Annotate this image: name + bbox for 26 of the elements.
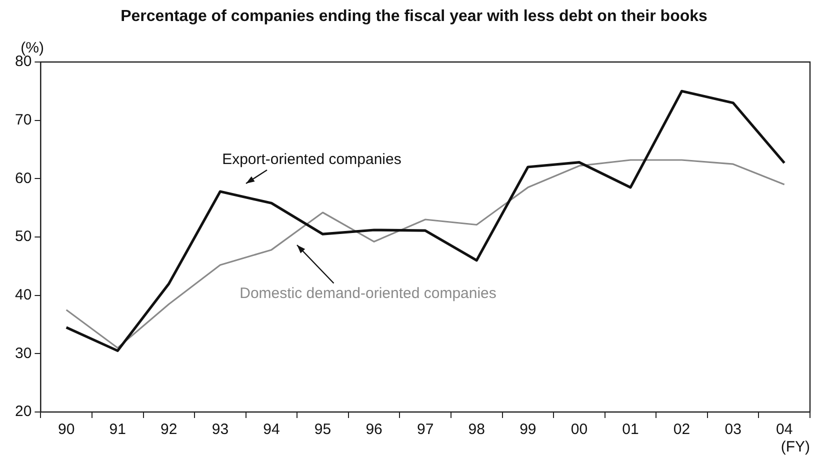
- y-tick-label: 40: [14, 286, 32, 304]
- y-tick-label: 50: [14, 228, 32, 246]
- y-tick-label: 20: [14, 403, 32, 420]
- x-tick-label: 02: [673, 421, 690, 438]
- y-tick-label: 60: [14, 170, 32, 187]
- x-tick-label: 91: [109, 421, 126, 438]
- x-tick-label: 00: [570, 421, 588, 438]
- x-tick-label: 03: [724, 421, 742, 438]
- series-label: Export-oriented companies: [222, 150, 402, 168]
- series-label: Domestic demand-oriented companies: [240, 285, 496, 302]
- chart-title: Percentage of companies ending the fiscal year with less debt on their books: [120, 8, 708, 26]
- x-tick-label: 98: [468, 421, 485, 438]
- x-tick-label: 93: [212, 421, 229, 438]
- x-tick-label: 92: [160, 421, 178, 438]
- y-axis-title: (%): [20, 40, 44, 57]
- y-tick-label: 30: [14, 344, 32, 362]
- x-tick-label: 99: [520, 421, 536, 438]
- x-tick-label: 97: [417, 421, 434, 438]
- x-tick-label: 94: [263, 421, 280, 438]
- y-tick-label: 70: [14, 111, 32, 128]
- x-tick-label: 95: [314, 421, 332, 438]
- x-tick-label: 01: [622, 421, 639, 438]
- x-tick-label: 96: [366, 421, 382, 438]
- x-axis-title: (FY): [780, 438, 810, 456]
- x-tick-label: 04: [776, 421, 793, 438]
- x-tick-label: 90: [58, 421, 75, 438]
